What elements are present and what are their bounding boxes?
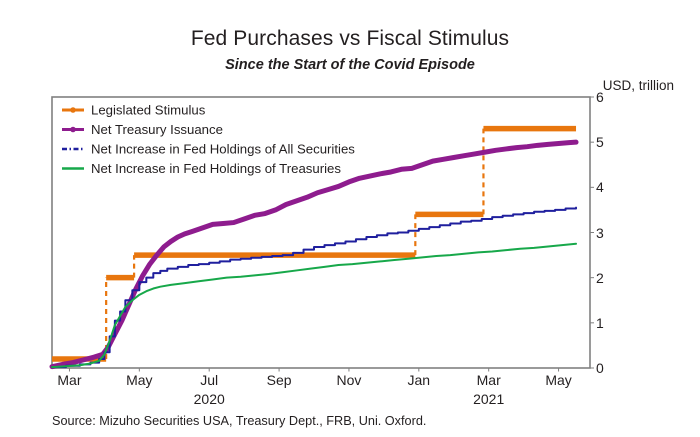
y-tick-label: 1 [596, 314, 604, 331]
chart-subtitle: Since the Start of the Covid Episode [225, 57, 475, 73]
y-tick-label: 4 [596, 179, 604, 196]
y-tick-label: 5 [596, 134, 604, 151]
plot-frame [51, 96, 594, 372]
chart-legend: Legislated Stimulus Net Treasury Issuance… [62, 103, 355, 176]
legend-label: Legislated Stimulus [91, 103, 206, 118]
legend-label: Net Treasury Issuance [91, 122, 223, 137]
x-tick-label: Mar [57, 372, 82, 388]
legend-item[interactable]: Legislated Stimulus [62, 103, 206, 118]
legend-item[interactable]: Net Treasury Issuance [62, 122, 223, 137]
chart-title: Fed Purchases vs Fiscal Stimulus [190, 27, 510, 50]
year-label: 2020 [193, 391, 225, 407]
x-tick-label: Sep [266, 372, 292, 388]
y-tick-label: 2 [596, 269, 604, 286]
legend-label: Net Increase in Fed Holdings of All Secu… [91, 142, 355, 157]
x-tick-label: May [126, 372, 153, 388]
x-tick-label: Mar [476, 372, 501, 388]
x-tick-label: Jul [200, 372, 219, 388]
series-layer [49, 125, 579, 370]
x-tick-label: Nov [336, 372, 362, 388]
year-label: 2021 [473, 391, 505, 407]
series-fed_all_securities [51, 206, 578, 369]
y-tick-label: 0 [596, 360, 604, 376]
legend-label: Net Increase in Fed Holdings of Treasuri… [91, 161, 341, 176]
legend-item[interactable]: Net Increase in Fed Holdings of All Secu… [62, 142, 355, 157]
x-tick-label: May [545, 372, 572, 388]
series-fed_treasuries [51, 242, 578, 369]
legend-item[interactable]: Net Increase in Fed Holdings of Treasuri… [62, 161, 341, 176]
x-tick-label: Jan [407, 372, 431, 388]
y-axis-unit-label: USD, trillion [602, 78, 674, 93]
y-tick-label: 3 [596, 224, 604, 241]
y-tick-label: 6 [596, 89, 604, 105]
source-note: Source: Mizuho Securities USA, Treasury … [52, 414, 427, 428]
